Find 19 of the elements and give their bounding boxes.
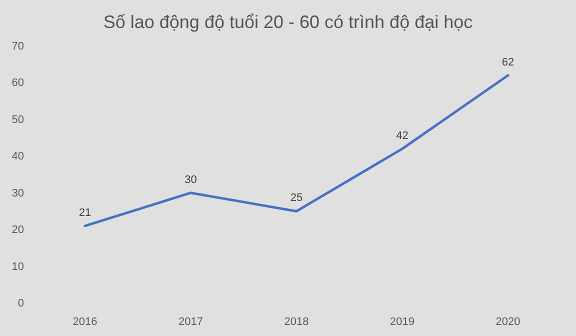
- x-tick-label: 2018: [284, 316, 309, 328]
- data-label: 25: [290, 192, 303, 204]
- y-tick-label: 40: [12, 150, 24, 163]
- data-label: 30: [184, 174, 197, 186]
- data-label: 21: [78, 206, 92, 219]
- y-tick-label: 20: [12, 224, 24, 236]
- x-tick-label: 2017: [178, 316, 203, 328]
- data-label: 42: [396, 130, 408, 142]
- y-tick-label: 70: [12, 40, 24, 53]
- y-tick-label: 50: [12, 114, 24, 126]
- y-tick-label: 10: [12, 260, 24, 273]
- x-tick-label: 2020: [496, 316, 520, 328]
- chart-title: Số lao động độ tuổi 20 - 60 có trình độ đại học: [103, 12, 473, 32]
- data-label: 62: [502, 56, 514, 68]
- x-tick-label: 2016: [72, 316, 98, 328]
- y-tick-label: 0: [18, 298, 24, 310]
- y-tick-label: 30: [12, 187, 24, 200]
- y-tick-label: 60: [12, 77, 24, 90]
- x-tick-label: 2019: [390, 316, 414, 328]
